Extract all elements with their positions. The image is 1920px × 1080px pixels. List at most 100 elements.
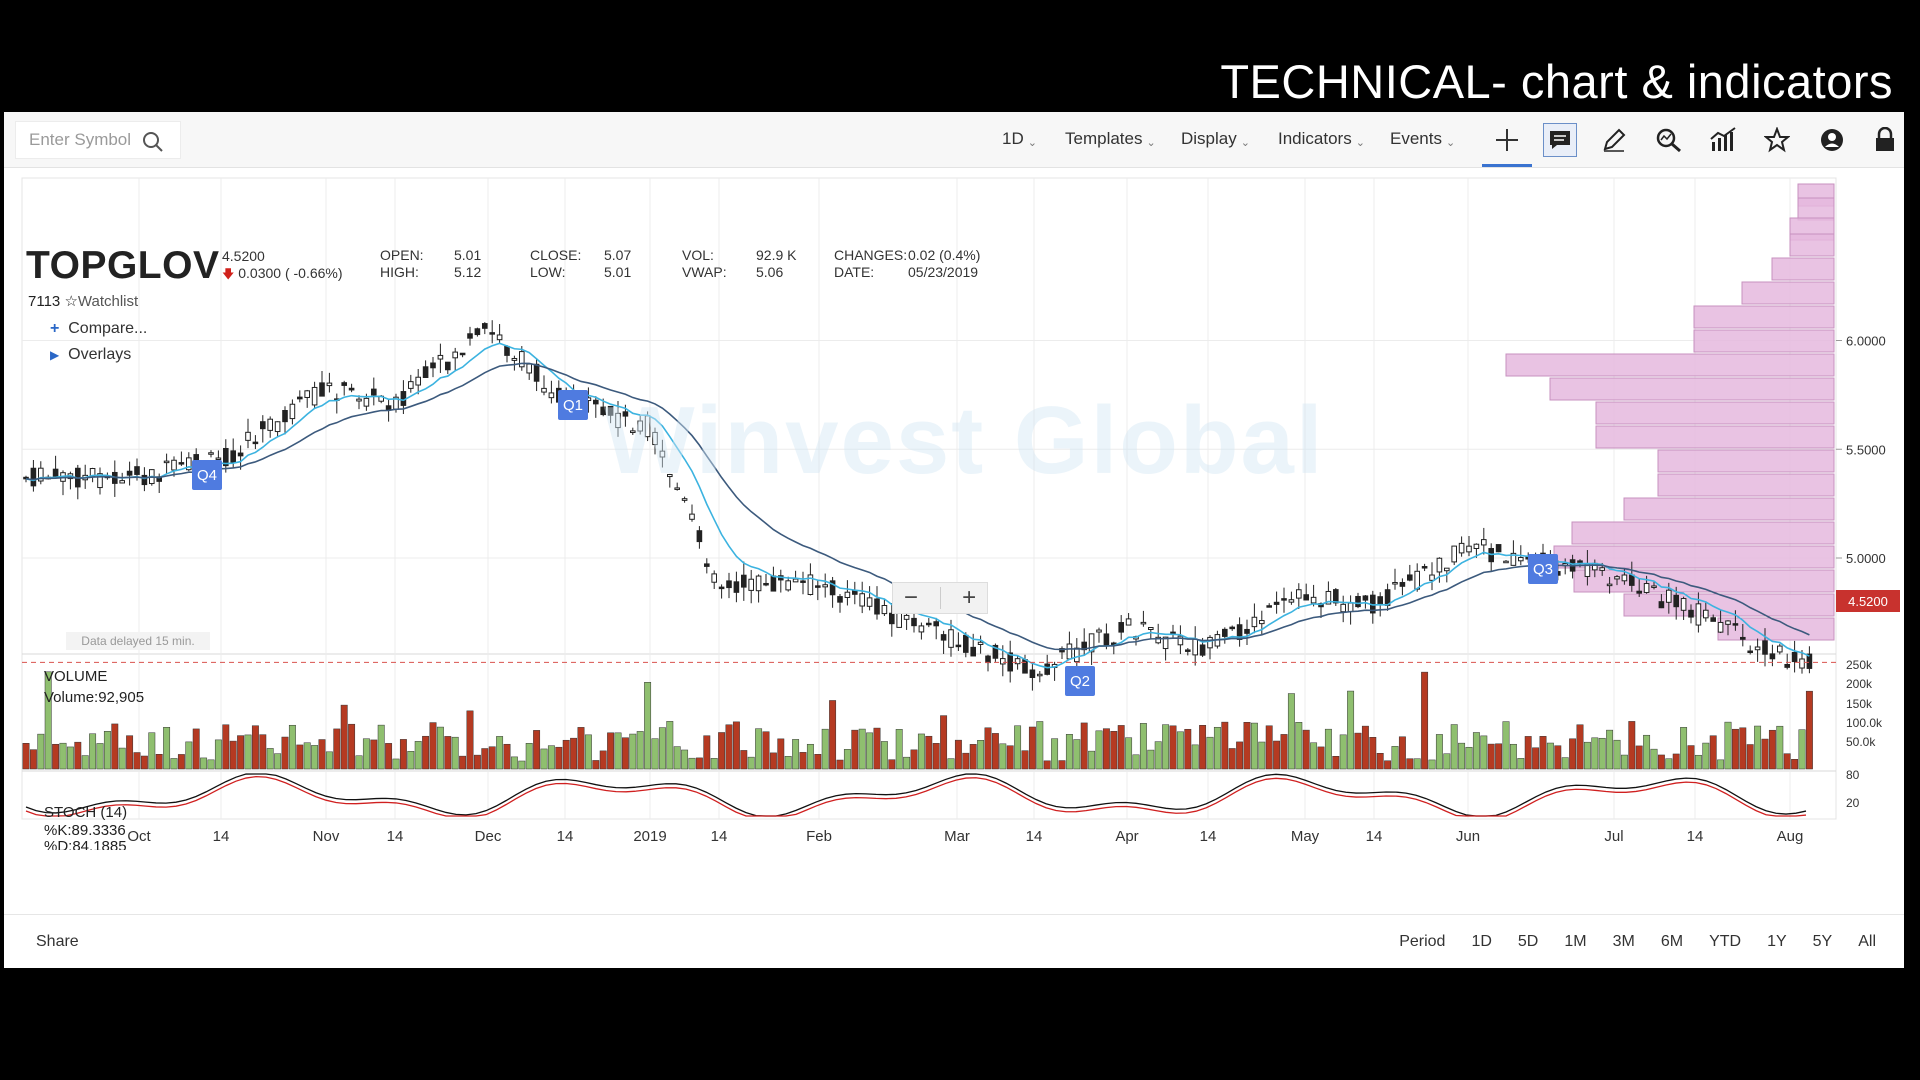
- volume-bar: [177, 754, 185, 770]
- volume-bar: [266, 748, 274, 770]
- zoom-search-icon[interactable]: [1652, 123, 1686, 157]
- volume-bar: [1280, 734, 1288, 770]
- overlays-button[interactable]: ▶ Overlays: [50, 346, 132, 363]
- share-button[interactable]: Share: [36, 933, 79, 950]
- candle-body: [245, 431, 251, 441]
- candle-body: [681, 498, 688, 501]
- period-6m[interactable]: 6M: [1660, 933, 1684, 950]
- period-5d[interactable]: 5D: [1517, 933, 1539, 950]
- candle-body: [1192, 638, 1199, 656]
- volume-bar: [140, 755, 148, 770]
- volume-bar: [977, 740, 985, 770]
- volume-bar: [1021, 750, 1029, 770]
- volume-bar: [214, 739, 222, 770]
- pencil-icon[interactable]: [1597, 123, 1631, 157]
- period-label: Period: [1399, 933, 1446, 950]
- quarter-badge-q4[interactable]: Q4: [192, 460, 222, 490]
- zoom-in-button[interactable]: +: [962, 584, 977, 611]
- period-ytd[interactable]: YTD: [1709, 933, 1742, 950]
- lock-icon[interactable]: [1868, 123, 1902, 157]
- menu-interval[interactable]: 1D ⌄: [1002, 129, 1037, 149]
- stoch-d-value: %D:84.1885: [44, 840, 127, 850]
- candle-body: [163, 460, 170, 464]
- caret-right-icon: ▶: [50, 348, 60, 362]
- volume-bar: [1576, 724, 1584, 770]
- period-1d[interactable]: 1D: [1471, 933, 1492, 950]
- volume-bar: [1014, 725, 1022, 770]
- search-icon[interactable]: [142, 131, 164, 153]
- volume-bar: [1213, 726, 1221, 770]
- volume-bar: [251, 725, 259, 770]
- chart-bars-icon[interactable]: [1706, 123, 1740, 157]
- quarter-badge-q1[interactable]: Q1: [558, 390, 588, 420]
- candle-body: [489, 332, 495, 335]
- chart-area[interactable]: Oct 14 Nov 14 Dec 14 2019 14 Feb Mar 14 Apr 14 May 14 J…: [4, 168, 1904, 878]
- volume-bar: [1754, 725, 1762, 770]
- volume-bar: [777, 738, 785, 770]
- candle-body: [992, 644, 999, 659]
- menu-templates[interactable]: Templates ⌄: [1065, 129, 1156, 149]
- crosshair-icon[interactable]: [1490, 123, 1524, 157]
- candle-body: [829, 580, 836, 596]
- volume-bar: [688, 757, 696, 770]
- candle-body: [970, 646, 977, 657]
- candle-body: [963, 634, 969, 653]
- volume-bar: [281, 736, 289, 770]
- x-tick-label: Aug: [1777, 828, 1804, 845]
- period-1y[interactable]: 1Y: [1767, 933, 1787, 950]
- volume-bar: [629, 733, 637, 770]
- user-icon[interactable]: [1815, 123, 1849, 157]
- period-1m[interactable]: 1M: [1564, 933, 1587, 950]
- candle-body: [881, 604, 888, 615]
- volume-bar: [681, 749, 689, 770]
- comment-icon[interactable]: [1543, 123, 1577, 157]
- candle-body: [1503, 560, 1509, 564]
- volume-bar: [1080, 722, 1088, 770]
- watchlist-button[interactable]: ☆Watchlist: [64, 293, 139, 310]
- volume-bar: [296, 744, 304, 770]
- stock-chart[interactable]: Oct 14 Nov 14 Dec 14 2019 14 Feb Mar 14 Apr 14 May 14 J…: [4, 168, 1904, 878]
- stoch-tick-label: 20: [1846, 796, 1860, 810]
- quarter-badge-q2[interactable]: Q2: [1065, 666, 1095, 696]
- period-3m[interactable]: 3M: [1612, 933, 1635, 950]
- volume-bar: [740, 750, 748, 770]
- menu-events[interactable]: Events ⌄: [1390, 129, 1456, 149]
- candle-body: [282, 409, 288, 423]
- volume-bar: [192, 728, 200, 770]
- volume-bar: [888, 759, 896, 770]
- star-icon[interactable]: [1760, 123, 1794, 157]
- quarter-badge-q3[interactable]: Q3: [1528, 554, 1558, 584]
- candle-body: [230, 450, 236, 463]
- period-5y[interactable]: 5Y: [1812, 933, 1833, 950]
- candle-body: [785, 580, 792, 591]
- chevron-down-icon: ⌄: [1355, 137, 1365, 149]
- volume-bar: [792, 739, 800, 770]
- candle-body: [437, 354, 444, 360]
- volume-bar: [1324, 728, 1332, 770]
- zoom-control[interactable]: − +: [892, 582, 988, 614]
- menu-display[interactable]: Display ⌄: [1181, 129, 1250, 149]
- volume-bar: [1465, 746, 1473, 770]
- candle-body: [541, 387, 547, 393]
- period-all[interactable]: All: [1858, 933, 1876, 950]
- x-tick-label: Nov: [313, 828, 340, 845]
- volume-bar: [651, 738, 659, 770]
- menu-indicators[interactable]: Indicators ⌄: [1278, 129, 1365, 149]
- candle-body: [1643, 583, 1650, 593]
- candle-body: [348, 387, 355, 391]
- candle-body: [874, 598, 880, 615]
- volume-bar: [1643, 734, 1651, 770]
- candle-body: [1666, 589, 1672, 603]
- compare-button[interactable]: + Compare...: [50, 320, 148, 337]
- candle-body: [615, 412, 621, 429]
- zoom-out-button[interactable]: −: [903, 584, 918, 611]
- candle-body: [171, 459, 177, 471]
- candle-body: [371, 388, 377, 396]
- volume-bar: [1443, 753, 1451, 770]
- volume-bar: [592, 760, 600, 770]
- candle-body: [1355, 595, 1361, 608]
- star-outline-icon: ☆: [64, 293, 78, 310]
- low-value: 5.01: [604, 264, 632, 280]
- symbol-search-input[interactable]: Enter Symbol: [15, 121, 181, 159]
- volume-bar: [533, 730, 541, 770]
